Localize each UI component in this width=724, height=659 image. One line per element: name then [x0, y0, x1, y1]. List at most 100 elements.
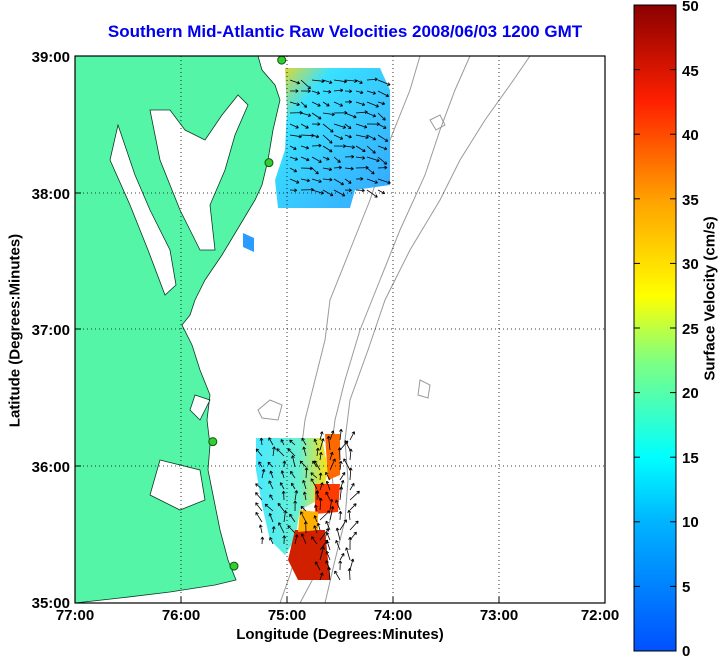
velocity-arrow [311, 101, 321, 107]
velocity-arrow [259, 437, 264, 446]
velocity-arrow [325, 550, 331, 561]
velocity-arrow [302, 479, 307, 490]
x-tick-label: 77:00 [56, 607, 94, 624]
velocity-arrow [304, 467, 309, 479]
velocity-arrow [319, 546, 325, 561]
velocity-arrow [377, 145, 388, 151]
velocity-arrow [344, 123, 352, 130]
radar-station-marker [229, 561, 239, 571]
velocity-arrow [300, 112, 312, 117]
velocity-arrow [347, 568, 352, 581]
velocity-arrow [260, 536, 265, 545]
velocity-arrow [349, 431, 356, 441]
velocity-arrow [316, 522, 321, 531]
velocity-arrow [326, 435, 331, 451]
x-tick-labels: 77:00 76:00 75:00 74:00 73:00 72:00 [56, 607, 619, 624]
velocity-arrow [335, 499, 341, 511]
velocity-arrow [300, 145, 310, 150]
velocity-arrow [268, 437, 274, 446]
velocity-arrow [277, 502, 285, 512]
velocity-arrow [299, 460, 307, 468]
velocity-arrow [377, 134, 389, 142]
velocity-arrow [377, 178, 391, 185]
velocity-arrow [344, 79, 358, 83]
velocity-arrow [289, 79, 301, 85]
velocity-arrow [255, 511, 263, 523]
y-tick-label: 38:00 [32, 186, 70, 203]
velocity-arrow [319, 528, 330, 541]
velocity-arrow [282, 535, 287, 545]
velocity-arrow [333, 165, 342, 170]
velocity-arrow [333, 156, 341, 163]
colorbar [633, 4, 677, 652]
velocity-arrow [355, 110, 368, 115]
velocity-arrow [313, 525, 318, 534]
x-tick-label: 73:00 [480, 607, 518, 624]
velocity-arrow [319, 451, 323, 461]
velocity-arrow [322, 123, 334, 133]
velocity-arrow [300, 505, 307, 512]
velocity-arrow [310, 472, 318, 479]
velocity-arrow [267, 461, 274, 468]
velocity-arrow [276, 448, 285, 457]
velocity-arrow [348, 536, 352, 551]
colorbar-tick-label: 30 [682, 256, 699, 273]
velocity-arrow [355, 79, 363, 84]
velocity-arrow [301, 437, 307, 446]
velocity-arrow [281, 490, 286, 501]
velocity-arrow [349, 520, 359, 531]
velocity-arrow [355, 176, 364, 181]
velocity-arrow [325, 491, 331, 501]
velocity-arrow [280, 439, 285, 446]
velocity-arrow [325, 540, 331, 551]
velocity-arrow [349, 503, 357, 511]
velocity-arrow [268, 480, 274, 490]
velocity-arrow [322, 112, 335, 117]
colorbar-tick-label: 50 [682, 0, 699, 15]
y-tick-label: 35:00 [32, 595, 70, 612]
velocity-arrow [366, 112, 377, 118]
tick-marks [75, 192, 500, 603]
velocity-arrow [264, 503, 274, 512]
y-tick-label: 37:00 [32, 322, 70, 339]
velocity-arrow [333, 88, 344, 93]
velocity-arrow [255, 483, 263, 490]
velocity-arrow [322, 89, 332, 94]
velocity-arrow [333, 134, 344, 140]
velocity-arrow [282, 460, 287, 468]
velocity-arrow [366, 101, 379, 108]
velocity-arrow [337, 447, 342, 461]
x-tick-label: 76:00 [162, 607, 200, 624]
velocity-arrow [329, 506, 335, 521]
velocity-arrow [302, 446, 307, 457]
velocity-arrow [329, 430, 335, 441]
velocity-arrow [289, 178, 300, 184]
velocity-arrow [325, 560, 331, 571]
velocity-arrow [344, 134, 352, 139]
velocity-arrow [339, 486, 344, 501]
velocity-arrow [314, 561, 321, 571]
velocity-arrow [311, 90, 321, 95]
y-tick-label: 36:00 [32, 459, 70, 476]
velocity-arrow [347, 509, 352, 521]
velocity-arrow [289, 123, 299, 129]
velocity-arrow [339, 519, 347, 531]
radar-station-marker [277, 56, 287, 65]
velocity-arrow [355, 156, 366, 160]
radar-station-marker [208, 437, 218, 447]
velocity-arrow [366, 178, 378, 184]
velocity-arrow [315, 447, 320, 457]
velocity-arrow [269, 537, 274, 545]
velocity-arrow [319, 482, 324, 491]
velocity-arrow [319, 438, 325, 451]
velocity-arrow [377, 156, 388, 165]
velocity-arrow [344, 99, 352, 104]
velocity-arrow [311, 178, 322, 183]
velocity-arrow [344, 166, 354, 171]
velocity-arrow [377, 79, 391, 86]
velocity-arrow [338, 560, 343, 571]
velocity-arrow [287, 448, 296, 457]
colorbar-tick-label: 35 [682, 192, 699, 209]
velocity-arrow [291, 455, 296, 468]
velocity-arrow [325, 532, 331, 541]
